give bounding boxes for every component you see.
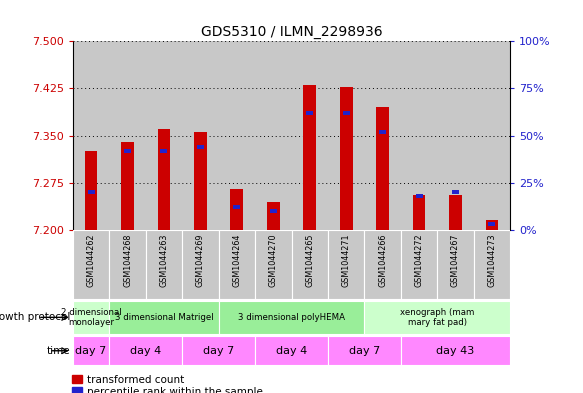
Bar <box>110 41 146 230</box>
Bar <box>267 202 280 230</box>
Bar <box>449 195 462 230</box>
Bar <box>110 336 182 365</box>
Bar <box>340 86 353 230</box>
Text: GSM1044270: GSM1044270 <box>269 233 278 287</box>
Bar <box>73 41 110 230</box>
Bar <box>182 336 255 365</box>
Bar <box>85 151 97 230</box>
Bar <box>160 149 167 152</box>
Text: GSM1044272: GSM1044272 <box>415 233 423 287</box>
Bar <box>489 222 496 226</box>
Bar <box>255 336 328 365</box>
Text: 3 dimensional polyHEMA: 3 dimensional polyHEMA <box>238 313 345 322</box>
Bar <box>379 130 386 134</box>
Bar <box>197 145 204 149</box>
Bar <box>121 142 134 230</box>
Bar <box>182 230 219 299</box>
Text: xenograph (mam
mary fat pad): xenograph (mam mary fat pad) <box>400 308 475 327</box>
Bar <box>486 220 498 230</box>
Bar <box>452 190 459 194</box>
Title: GDS5310 / ILMN_2298936: GDS5310 / ILMN_2298936 <box>201 25 382 39</box>
Bar <box>473 41 510 230</box>
Bar <box>328 41 364 230</box>
Bar <box>437 230 473 299</box>
Bar <box>416 194 423 198</box>
Bar <box>292 230 328 299</box>
Bar <box>124 149 131 152</box>
Text: time: time <box>46 346 70 356</box>
Bar <box>233 206 240 209</box>
Text: GSM1044264: GSM1044264 <box>233 233 241 287</box>
Bar <box>110 301 219 334</box>
Bar <box>219 41 255 230</box>
Text: GSM1044271: GSM1044271 <box>342 233 350 287</box>
Bar <box>303 85 316 230</box>
Text: GSM1044273: GSM1044273 <box>487 233 496 287</box>
Text: growth protocol: growth protocol <box>0 312 70 322</box>
Bar <box>255 41 292 230</box>
Bar <box>413 195 426 230</box>
Bar <box>364 301 510 334</box>
Bar <box>343 111 350 115</box>
Bar <box>219 301 364 334</box>
Text: day 7: day 7 <box>349 346 380 356</box>
Bar <box>73 336 110 365</box>
Text: GSM1044262: GSM1044262 <box>87 233 96 287</box>
Bar <box>376 107 389 230</box>
Bar <box>328 336 401 365</box>
Bar <box>306 111 313 115</box>
Bar <box>157 129 170 230</box>
Bar <box>270 209 277 213</box>
Bar <box>146 41 182 230</box>
Text: day 43: day 43 <box>436 346 475 356</box>
Bar <box>292 41 328 230</box>
Text: day 7: day 7 <box>203 346 234 356</box>
Bar <box>401 230 437 299</box>
Bar <box>401 41 437 230</box>
Bar <box>364 230 401 299</box>
Legend: transformed count, percentile rank within the sample: transformed count, percentile rank withi… <box>72 375 263 393</box>
Bar <box>255 230 292 299</box>
Bar <box>230 189 243 230</box>
Text: GSM1044263: GSM1044263 <box>160 233 168 287</box>
Bar <box>437 41 473 230</box>
Text: 2 dimensional
monolayer: 2 dimensional monolayer <box>61 308 121 327</box>
Text: day 7: day 7 <box>75 346 107 356</box>
Bar <box>328 230 364 299</box>
Bar <box>182 41 219 230</box>
Text: GSM1044266: GSM1044266 <box>378 233 387 287</box>
Bar <box>87 190 94 194</box>
Text: day 4: day 4 <box>130 346 161 356</box>
Bar <box>219 230 255 299</box>
Text: day 4: day 4 <box>276 346 307 356</box>
Text: GSM1044265: GSM1044265 <box>305 233 314 287</box>
Bar <box>194 132 207 230</box>
Text: GSM1044267: GSM1044267 <box>451 233 460 287</box>
Text: 3 dimensional Matrigel: 3 dimensional Matrigel <box>115 313 213 322</box>
Bar <box>146 230 182 299</box>
Text: GSM1044269: GSM1044269 <box>196 233 205 287</box>
Bar <box>110 230 146 299</box>
Bar <box>473 230 510 299</box>
Bar <box>401 336 510 365</box>
Text: GSM1044268: GSM1044268 <box>123 233 132 287</box>
Bar <box>73 301 110 334</box>
Bar <box>364 41 401 230</box>
Bar <box>73 230 110 299</box>
